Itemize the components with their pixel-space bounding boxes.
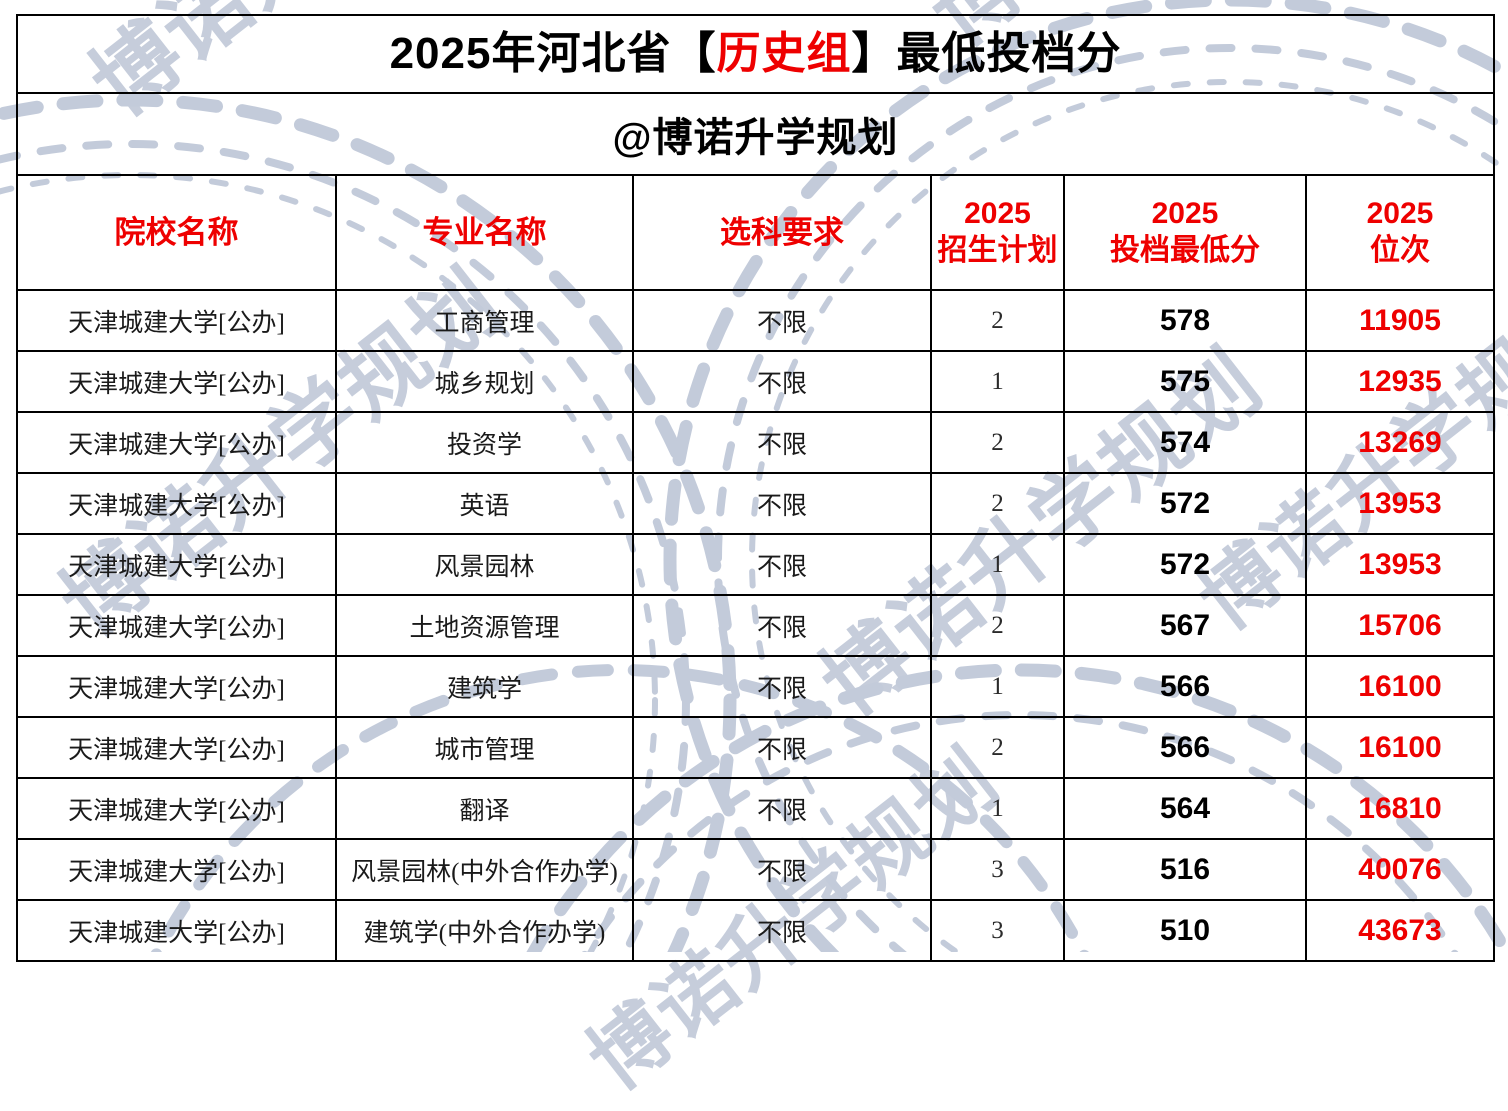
cell-enrollment-plan: 1: [930, 533, 1065, 596]
cell-rank: 16100: [1304, 655, 1496, 718]
cell-min-score: 575: [1063, 350, 1307, 413]
cell-min-score: 578: [1063, 289, 1307, 352]
cell-subject-requirement: 不限: [632, 838, 932, 901]
cell-school: 天津城建大学[公办]: [16, 594, 337, 657]
cell-subject-requirement: 不限: [632, 655, 932, 718]
column-header-rank: 2025 位次: [1304, 174, 1496, 291]
table-header-row: 院校名称 专业名称 选科要求 2025 招生计划 2025 投档最低分 2025: [16, 174, 1496, 291]
cell-rank: 13269: [1304, 411, 1496, 474]
table-row: 天津城建大学[公办] 城市管理 不限 2 566 16100: [16, 716, 1496, 779]
page-title: 2025年河北省【历史组】最低投档分: [15, 14, 1496, 94]
title-prefix: 2025年河北省【: [389, 28, 717, 78]
table-row: 天津城建大学[公办] 风景园林(中外合作办学) 不限 3 516 40076: [16, 838, 1496, 901]
cell-school: 天津城建大学[公办]: [16, 716, 337, 779]
cell-min-score: 564: [1063, 777, 1307, 840]
cell-enrollment-plan: 3: [930, 838, 1065, 901]
admission-score-table: 2025年河北省【历史组】最低投档分 @博诺升学规划 院校名称 专业名称 选科要…: [15, 14, 1496, 962]
table-row: 天津城建大学[公办] 工商管理 不限 2 578 11905: [16, 289, 1496, 352]
cell-subject-requirement: 不限: [632, 411, 932, 474]
subtitle-row: @博诺升学规划: [15, 92, 1496, 176]
cell-school: 天津城建大学[公办]: [16, 533, 337, 596]
title-suffix: 】最低投档分: [851, 28, 1122, 78]
cell-major: 土地资源管理: [335, 594, 634, 657]
column-header-min-score: 2025 投档最低分: [1063, 174, 1307, 291]
column-header-enrollment-plan: 2025 招生计划: [930, 174, 1065, 291]
cell-school: 天津城建大学[公办]: [16, 289, 337, 352]
cell-enrollment-plan: 1: [930, 655, 1065, 718]
cell-subject-requirement: 不限: [632, 350, 932, 413]
page-subtitle: @博诺升学规划: [15, 92, 1496, 176]
cell-rank: 15706: [1304, 594, 1496, 657]
table-row: 天津城建大学[公办] 投资学 不限 2 574 13269: [16, 411, 1496, 474]
cell-subject-requirement: 不限: [632, 289, 932, 352]
cell-rank: 11905: [1304, 289, 1496, 352]
title-highlight: 历史组: [716, 28, 852, 78]
cell-min-score: 516: [1063, 838, 1307, 901]
cell-subject-requirement: 不限: [632, 533, 932, 596]
cell-min-score: 567: [1063, 594, 1307, 657]
cell-rank: 12935: [1304, 350, 1496, 413]
cell-enrollment-plan: 1: [930, 350, 1065, 413]
cell-subject-requirement: 不限: [632, 716, 932, 779]
table-row: 天津城建大学[公办] 建筑学 不限 1 566 16100: [16, 655, 1496, 718]
cell-major: 城乡规划: [335, 350, 634, 413]
page-root: 2025年河北省【历史组】最低投档分 @博诺升学规划 院校名称 专业名称 选科要…: [15, 14, 1496, 962]
cell-min-score: 572: [1063, 533, 1307, 596]
cell-major: 工商管理: [335, 289, 634, 352]
cell-major: 投资学: [335, 411, 634, 474]
cell-rank: 16810: [1304, 777, 1496, 840]
cell-enrollment-plan: 2: [930, 289, 1065, 352]
title-row: 2025年河北省【历史组】最低投档分: [15, 14, 1496, 94]
table-row: 天津城建大学[公办] 翻译 不限 1 564 16810: [16, 777, 1496, 840]
cell-major: 翻译: [335, 777, 634, 840]
cell-enrollment-plan: 1: [930, 777, 1065, 840]
cell-rank: 13953: [1304, 533, 1496, 596]
column-header-school: 院校名称: [16, 174, 337, 291]
cell-major: 建筑学: [335, 655, 634, 718]
cell-min-score: 566: [1063, 716, 1307, 779]
cell-subject-requirement: 不限: [632, 777, 932, 840]
cell-min-score: 566: [1063, 655, 1307, 718]
cell-enrollment-plan: 2: [930, 594, 1065, 657]
cell-rank: 16100: [1304, 716, 1496, 779]
cell-school: 天津城建大学[公办]: [16, 655, 337, 718]
column-header-major: 专业名称: [335, 174, 634, 291]
cell-school: 天津城建大学[公办]: [16, 777, 337, 840]
cell-school: 天津城建大学[公办]: [16, 472, 337, 535]
cell-min-score: 572: [1063, 472, 1307, 535]
table-row: 天津城建大学[公办] 城乡规划 不限 1 575 12935: [16, 350, 1496, 413]
cell-school: 天津城建大学[公办]: [16, 350, 337, 413]
cell-school: 天津城建大学[公办]: [16, 411, 337, 474]
table-row: 天津城建大学[公办] 风景园林 不限 1 572 13953: [16, 533, 1496, 596]
cell-enrollment-plan: 2: [930, 411, 1065, 474]
column-header-subject-requirement: 选科要求: [632, 174, 932, 291]
cell-major: 风景园林(中外合作办学): [335, 838, 634, 901]
cell-enrollment-plan: 2: [930, 472, 1065, 535]
table-row: 天津城建大学[公办] 英语 不限 2 572 13953: [16, 472, 1496, 535]
cell-major: 风景园林: [335, 533, 634, 596]
cell-major: 英语: [335, 472, 634, 535]
cell-min-score: 574: [1063, 411, 1307, 474]
cell-enrollment-plan: 2: [930, 716, 1065, 779]
cell-rank: 13953: [1304, 472, 1496, 535]
cell-rank: 40076: [1304, 838, 1496, 901]
cell-school: 天津城建大学[公办]: [16, 838, 337, 901]
table-row: 天津城建大学[公办] 土地资源管理 不限 2 567 15706: [16, 594, 1496, 657]
cell-subject-requirement: 不限: [632, 472, 932, 535]
cell-subject-requirement: 不限: [632, 594, 932, 657]
cell-major: 城市管理: [335, 716, 634, 779]
